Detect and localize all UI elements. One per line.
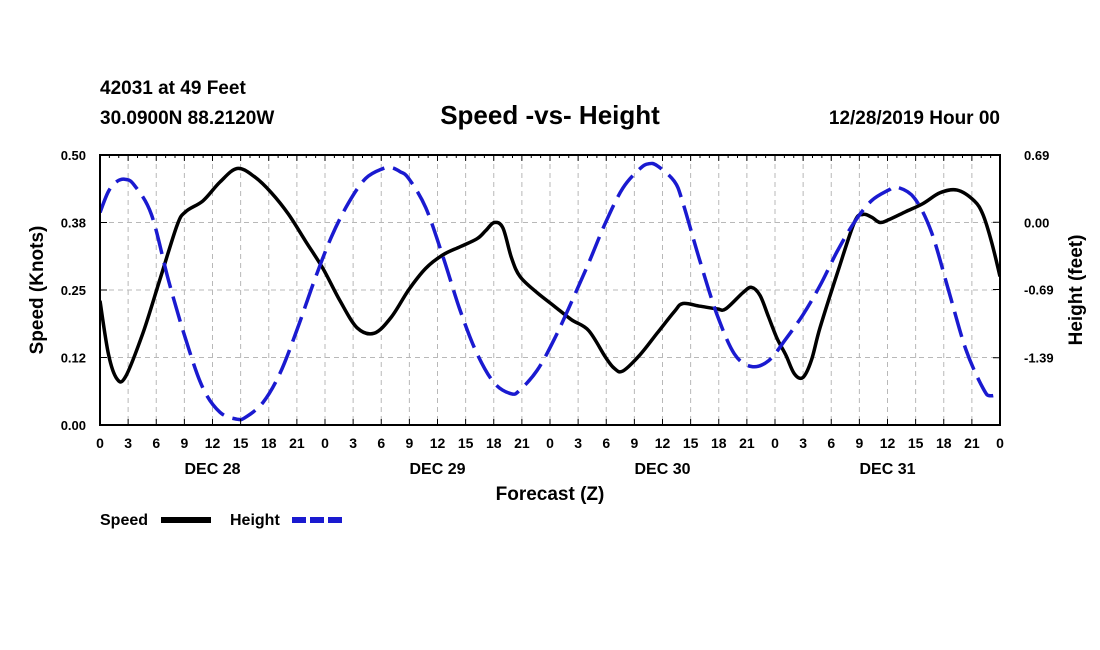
y-left-tick-label: 0.00 [61,418,86,433]
x-tick-label: 15 [908,435,924,451]
axis-tick-labels: 0 3 6 9 12 15 18 21 0 3 6 9 12 15 18 21 0 3 6 9 12 15 18 21 0 3 6 9… [61,148,1054,478]
x-tick-label: 0 [546,435,554,451]
x-tick-label: 9 [405,435,413,451]
station-label: 42031 at 49 Feet [100,78,246,99]
y-right-tick-label: -0.69 [1024,283,1054,298]
x-tick-label: 18 [486,435,502,451]
x-tick-label: 6 [377,435,385,451]
x-tick-label: 9 [855,435,863,451]
x-axis-label: Forecast (Z) [496,484,605,505]
axis-ticks [99,154,1001,426]
x-tick-label: 6 [827,435,835,451]
day-label: DEC 28 [184,461,240,478]
x-tick-label: 21 [514,435,530,451]
x-tick-label: 9 [180,435,188,451]
day-label: DEC 31 [859,461,915,478]
x-tick-label: 12 [655,435,671,451]
x-tick-label: 6 [602,435,610,451]
y-axis-right-label: Height (feet) [1066,235,1087,346]
x-tick-label: 0 [321,435,329,451]
series-lines [100,161,1000,422]
y-right-tick-label: -1.39 [1024,351,1054,366]
x-tick-label: 18 [936,435,952,451]
x-tick-label: 21 [739,435,755,451]
x-tick-label: 18 [261,435,277,451]
x-tick-label: 15 [458,435,474,451]
x-tick-label: 12 [205,435,221,451]
chart-title: Speed -vs- Height [440,100,660,130]
series-line-height [100,161,1000,422]
x-tick-label: 6 [152,435,160,451]
y-left-tick-label: 0.38 [61,216,86,231]
x-tick-label: 3 [574,435,582,451]
legend: Speed Height [100,512,342,529]
x-tick-label: 0 [996,435,1004,451]
x-tick-label: 21 [964,435,980,451]
y-left-tick-label: 0.25 [61,283,86,298]
y-right-tick-label: 0.69 [1024,148,1049,163]
legend-height-label: Height [230,512,280,529]
series-line-speed [100,166,1000,384]
y-axis-left-label: Speed (Knots) [27,226,48,355]
y-right-tick-label: 0.00 [1024,215,1049,230]
x-tick-label: 3 [124,435,132,451]
x-tick-label: 15 [233,435,249,451]
x-tick-label: 0 [96,435,104,451]
y-left-tick-label: 0.50 [61,148,86,163]
x-tick-label: 21 [289,435,305,451]
x-tick-label: 3 [349,435,357,451]
x-tick-label: 18 [711,435,727,451]
x-tick-label: 15 [683,435,699,451]
x-tick-label: 3 [799,435,807,451]
grid-lines [100,155,1000,425]
x-tick-label: 0 [771,435,779,451]
coords-label: 30.0900N 88.2120W [100,108,274,129]
y-left-tick-label: 0.12 [61,351,86,366]
legend-speed-label: Speed [100,512,148,529]
x-tick-label: 9 [630,435,638,451]
day-label: DEC 30 [634,461,690,478]
datetime-label: 12/28/2019 Hour 00 [829,108,1000,129]
x-tick-label: 12 [430,435,446,451]
x-tick-label: 12 [880,435,896,451]
day-label: DEC 29 [409,461,465,478]
